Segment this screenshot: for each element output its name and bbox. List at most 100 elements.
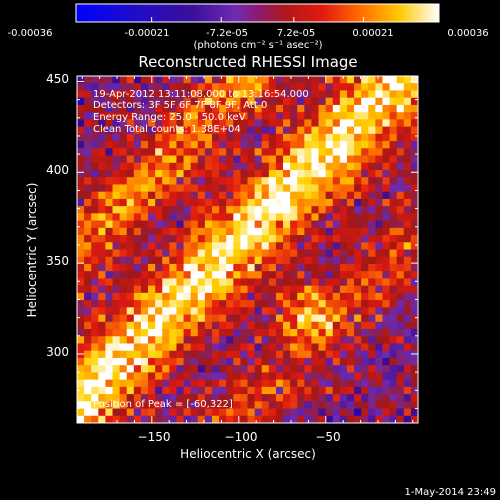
heatmap-cell: [197, 184, 206, 193]
heatmap-cell: [133, 169, 142, 178]
heatmap-cell: [226, 104, 234, 113]
heatmap-cell: [354, 191, 362, 200]
heatmap-cell: [133, 141, 142, 149]
heatmap-cell: [126, 249, 135, 258]
heatmap-cell: [290, 408, 298, 417]
heatmap-cell: [283, 198, 291, 207]
heatmap-cell: [382, 198, 391, 207]
heatmap-cell: [155, 307, 163, 316]
heatmap-cell: [403, 242, 412, 251]
heatmap-cell: [105, 177, 114, 186]
heatmap-cell: [112, 119, 121, 128]
heatmap-cell: [219, 184, 227, 193]
heatmap-cell: [403, 206, 412, 214]
heatmap-cell: [148, 394, 156, 402]
heatmap-cell: [339, 278, 348, 287]
heatmap-cell: [311, 292, 320, 301]
heatmap-cell: [162, 357, 170, 366]
heatmap-cell: [311, 198, 320, 207]
heatmap-cell: [126, 119, 135, 128]
heatmap-cell: [410, 350, 418, 359]
heatmap-cell: [361, 148, 369, 157]
heatmap-cell: [140, 169, 149, 178]
heatmap-cell: [162, 278, 170, 287]
heatmap-cell: [247, 365, 256, 373]
heatmap-cell: [169, 206, 178, 214]
heatmap-cell: [162, 133, 170, 142]
heatmap-cell: [261, 242, 270, 251]
heatmap-cell: [105, 307, 114, 316]
heatmap-cell: [126, 343, 135, 352]
heatmap-cell: [211, 119, 220, 128]
heatmap-cell: [84, 227, 92, 236]
heatmap-cell: [126, 227, 135, 236]
heatmap-cell: [368, 271, 376, 280]
heatmap-cell: [382, 300, 391, 308]
heatmap-cell: [339, 372, 348, 381]
heatmap-cell: [176, 256, 185, 265]
heatmap-cell: [410, 97, 418, 106]
heatmap-cell: [354, 141, 362, 149]
heatmap-cell: [190, 285, 199, 294]
heatmap-cell: [396, 198, 405, 207]
heatmap-cell: [283, 394, 291, 402]
heatmap-cell: [183, 133, 192, 142]
heatmap-cell: [211, 227, 220, 236]
heatmap-cell: [297, 350, 305, 359]
heatmap-cell: [91, 148, 99, 157]
heatmap-cell: [354, 206, 362, 214]
heatmap-cell: [169, 169, 178, 178]
footer-timestamp: 1-May-2014 23:49: [404, 487, 496, 498]
heatmap-cell: [226, 162, 234, 171]
heatmap-cell: [368, 198, 376, 207]
heatmap-cell: [354, 133, 362, 142]
heatmap-cell: [325, 350, 334, 359]
heatmap-cell: [219, 169, 227, 178]
heatmap-cell: [290, 394, 298, 402]
heatmap-cell: [219, 213, 227, 222]
heatmap-cell: [382, 336, 391, 345]
heatmap-cell: [219, 285, 227, 294]
heatmap-cell: [211, 83, 220, 92]
heatmap-cell: [119, 300, 128, 308]
heatmap-cell: [339, 300, 348, 308]
heatmap-cell: [254, 97, 263, 106]
heatmap-cell: [318, 408, 327, 417]
heatmap-cell: [155, 329, 163, 337]
heatmap-cell: [226, 206, 234, 214]
heatmap-cell: [140, 394, 149, 402]
heatmap-cell: [169, 394, 178, 402]
heatmap-cell: [126, 177, 135, 186]
heatmap-cell: [311, 336, 320, 345]
heatmap-cell: [403, 249, 412, 258]
heatmap-cell: [155, 133, 163, 142]
heatmap-cell: [119, 415, 128, 423]
heatmap-cell: [197, 104, 206, 113]
heatmap-cell: [275, 227, 284, 236]
heatmap-cell: [176, 177, 185, 186]
heatmap-cell: [126, 263, 135, 272]
heatmap-cell: [190, 394, 199, 402]
heatmap-cell: [112, 292, 121, 301]
heatmap-cell: [84, 169, 92, 178]
heatmap-cell: [368, 314, 376, 323]
heatmap-cell: [361, 365, 369, 373]
heatmap-cell: [290, 343, 298, 352]
heatmap-cell: [346, 336, 355, 345]
heatmap-cell: [233, 206, 241, 214]
heatmap-cell: [140, 90, 149, 99]
heatmap-cell: [176, 83, 185, 92]
heatmap-cell: [77, 307, 85, 316]
heatmap-cell: [247, 90, 256, 99]
heatmap-cell: [354, 242, 362, 251]
heatmap-cell: [311, 90, 320, 99]
heatmap-cell: [389, 415, 398, 423]
heatmap-cell: [290, 83, 298, 92]
heatmap-cell: [126, 76, 135, 84]
heatmap-cell: [361, 227, 369, 236]
heatmap-cell: [133, 148, 142, 157]
heatmap-cell: [148, 300, 156, 308]
heatmap-cell: [77, 191, 85, 200]
heatmap-cell: [133, 198, 142, 207]
heatmap-cell: [304, 242, 313, 251]
